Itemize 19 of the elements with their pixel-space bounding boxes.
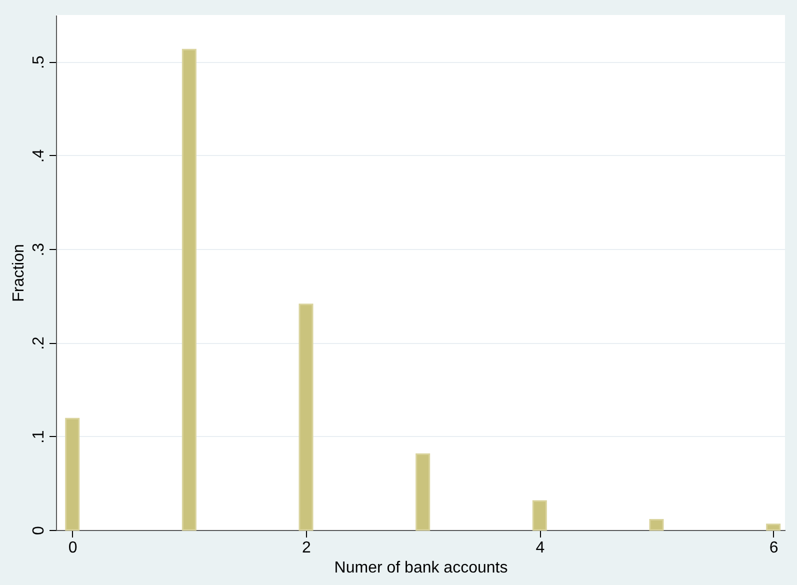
y-tick-label: .1: [30, 430, 48, 444]
y-tick-label: .3: [30, 242, 48, 256]
y-tick-label: .2: [30, 336, 48, 350]
x-axis-title: Numer of bank accounts: [334, 560, 508, 576]
bar: [416, 453, 430, 531]
x-tick-label: 0: [68, 540, 78, 556]
y-axis-title: Fraction: [10, 244, 28, 302]
x-tick-label: 2: [302, 540, 312, 556]
bar: [532, 500, 547, 531]
y-tick-label: .5: [30, 56, 48, 69]
x-tick-label: 4: [536, 540, 545, 556]
bar: [182, 48, 196, 531]
bar: [65, 418, 80, 531]
bar: [649, 518, 664, 531]
bar: [766, 524, 781, 531]
y-tick-label: .4: [30, 149, 48, 163]
x-tick-label: 6: [769, 540, 778, 556]
bar: [298, 304, 314, 531]
y-tick-label: 0: [30, 526, 48, 535]
